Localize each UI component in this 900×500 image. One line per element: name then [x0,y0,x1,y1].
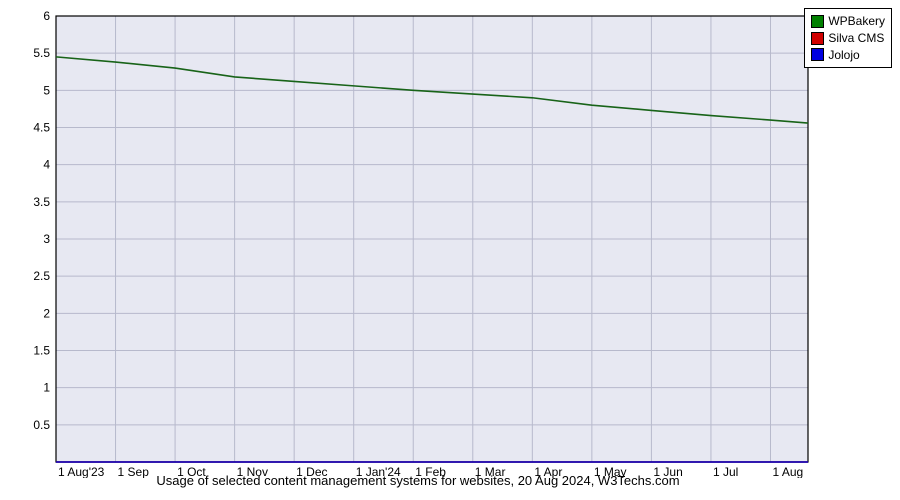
legend-item: WPBakery [811,13,885,30]
y-tick-label: 4.5 [33,121,50,135]
legend-swatch [811,32,824,45]
y-tick-label: 2.5 [33,269,50,283]
y-tick-label: 0.5 [33,418,50,432]
legend-swatch [811,48,824,61]
chart-caption: Usage of selected content management sys… [8,473,828,488]
legend-swatch [811,15,824,28]
y-tick-label: 3 [43,232,50,246]
y-tick-label: 5.5 [33,46,50,60]
legend-item: Jolojo [811,47,885,64]
chart-container: 0.511.522.533.544.555.561 Aug'231 Sep1 O… [8,8,892,492]
y-tick-label: 1.5 [33,344,50,358]
legend-label: WPBakery [828,13,885,30]
legend-item: Silva CMS [811,30,885,47]
chart-legend: WPBakerySilva CMSJolojo [804,8,892,68]
y-tick-label: 5 [43,83,50,97]
legend-label: Silva CMS [828,30,884,47]
y-tick-label: 6 [43,9,50,23]
y-tick-label: 1 [43,381,50,395]
y-tick-label: 2 [43,306,50,320]
y-tick-label: 4 [43,158,50,172]
legend-label: Jolojo [828,47,859,64]
chart-svg: 0.511.522.533.544.555.561 Aug'231 Sep1 O… [8,8,828,478]
y-tick-label: 3.5 [33,195,50,209]
